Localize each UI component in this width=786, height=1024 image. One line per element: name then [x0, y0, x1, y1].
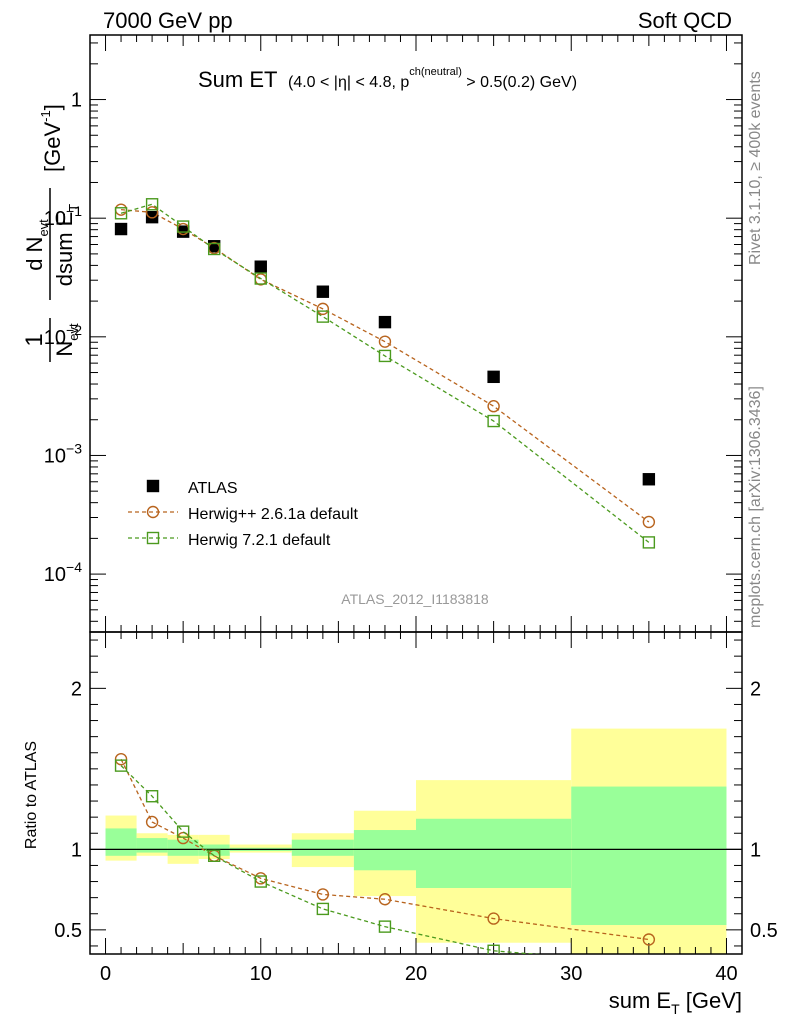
band-inner — [571, 786, 727, 926]
ylabel-frac-num: 1 — [21, 333, 48, 346]
x-axis-label: sum ET [GeV] — [609, 988, 742, 1017]
side-text-bottom: mcplots.cern.ch [arXiv:1306.3436] — [747, 386, 764, 628]
y-tick-label-ratio-right: 0.5 — [750, 920, 778, 942]
band-inner — [353, 830, 416, 871]
herwig7-ratio-point — [114, 759, 128, 772]
title-cut-a: (4.0 < |η| < 4.8, p — [288, 74, 409, 91]
herwigpp-ratio-point — [316, 888, 330, 901]
chart-title-cut: (4.0 < |η| < 4.8, pch(neutral) > 0.5(0.2… — [288, 66, 577, 91]
atlas-point — [114, 222, 128, 236]
legend-marker-herwigpp — [146, 505, 160, 519]
herwig7-point — [642, 536, 656, 549]
atlas-point — [487, 370, 500, 384]
herwigpp-point — [145, 206, 159, 219]
series-line-main — [120, 203, 650, 543]
atlas-point — [254, 260, 267, 273]
atlas-point — [316, 285, 330, 298]
herwig7-ratio-point — [145, 790, 159, 803]
band-inner — [416, 818, 572, 888]
series-markers — [114, 198, 656, 969]
watermark: ATLAS_2012_I1183818 — [341, 591, 489, 607]
legend-label: Herwig++ 2.6.1a default — [188, 506, 358, 523]
ratio-series — [114, 752, 656, 969]
y-tick-label-ratio: 2 — [71, 678, 82, 700]
band-inner — [167, 839, 199, 856]
y-tick-label-ratio-right: 2 — [750, 678, 761, 700]
herwigpp-ratio-point — [145, 815, 159, 829]
y-tick-label-ratio: 1 — [71, 839, 82, 861]
herwig7-ratio-point — [176, 825, 190, 838]
herwig7-point — [316, 310, 330, 323]
y-axis-label-main: 1 Nevt d Nevt dsum ET [GeV-1] — [21, 104, 81, 362]
atlas-point — [642, 473, 656, 486]
herwigpp-point — [316, 302, 330, 316]
y-tick-label-ratio-right: 1 — [750, 839, 761, 861]
herwigpp-ratio-point — [176, 831, 190, 845]
series-line-ratio — [120, 765, 541, 954]
series-line-main — [120, 209, 650, 523]
y-tick-label-main: 10−4 — [44, 559, 82, 586]
axis-ticks — [89, 35, 743, 954]
title-cut-b: > 0.5(0.2) GeV) — [462, 74, 577, 91]
side-text-top: Rivet 3.1.10, ≥ 400k events — [747, 71, 764, 265]
herwig7-point — [254, 272, 267, 285]
legend-marker-atlas — [146, 479, 160, 493]
x-tick-label: 40 — [715, 963, 737, 985]
legend-label: ATLAS — [188, 480, 238, 497]
x-tick-label: 10 — [250, 963, 272, 985]
herwig7-point — [207, 242, 221, 256]
chart-title-main: Sum ET — [198, 67, 277, 92]
herwig7-ratio-point — [643, 958, 654, 969]
legend-label: Herwig 7.2.1 default — [188, 532, 331, 549]
herwigpp-ratio-point — [114, 752, 128, 766]
series-line-ratio — [120, 758, 649, 941]
herwig7-point — [378, 349, 392, 363]
y-tick-label-main: 10−3 — [44, 440, 82, 467]
herwigpp-point — [642, 515, 656, 529]
legend: ATLAS Herwig++ 2.6.1a default Herwig 7.2.1… — [128, 479, 358, 549]
y-tick-label-main: 1 — [71, 90, 82, 112]
herwigpp-ratio-point — [487, 912, 500, 925]
band-inner — [136, 838, 168, 853]
y-tick-label-ratio: 0.5 — [54, 920, 82, 942]
herwigpp-point — [254, 273, 267, 286]
series-lines — [120, 203, 650, 543]
band-inner — [291, 839, 354, 856]
herwigpp-ratio-point — [642, 933, 656, 946]
herwigpp-point — [487, 400, 500, 413]
herwig7-ratio-point — [487, 944, 500, 954]
ylabel-deriv-num: d Nevt — [22, 219, 51, 271]
header-right: Soft QCD — [638, 8, 732, 33]
herwig7-point — [487, 414, 500, 428]
header-left: 7000 GeV pp — [103, 8, 233, 33]
title-cut-sup: ch(neutral) — [409, 66, 462, 78]
chart-title: Sum ET — [198, 67, 277, 92]
ylabel-units: [GeV-1] — [38, 104, 65, 172]
herwigpp-point — [378, 335, 392, 348]
herwig7-ratio-point — [316, 902, 330, 916]
legend-marker-herwig7 — [146, 531, 160, 545]
y-axis-label-ratio: Ratio to ATLAS — [23, 741, 40, 849]
herwig7-ratio-point — [378, 920, 392, 933]
herwig7-ratio-point — [254, 875, 267, 888]
x-tick-label: 20 — [405, 963, 427, 985]
herwig7-point — [145, 198, 159, 211]
band-inner — [105, 828, 137, 856]
herwig7-point — [114, 207, 128, 220]
x-tick-label: 0 — [100, 963, 111, 985]
ylabel-deriv-den: dsum ET — [52, 204, 81, 287]
atlas-point — [378, 315, 392, 329]
x-tick-label: 30 — [560, 963, 582, 985]
herwig7-point — [176, 220, 190, 233]
herwigpp-ratio-point — [378, 893, 392, 906]
herwig7-ratio-point — [207, 849, 221, 862]
ratio-uncertainty-bands — [90, 728, 742, 954]
